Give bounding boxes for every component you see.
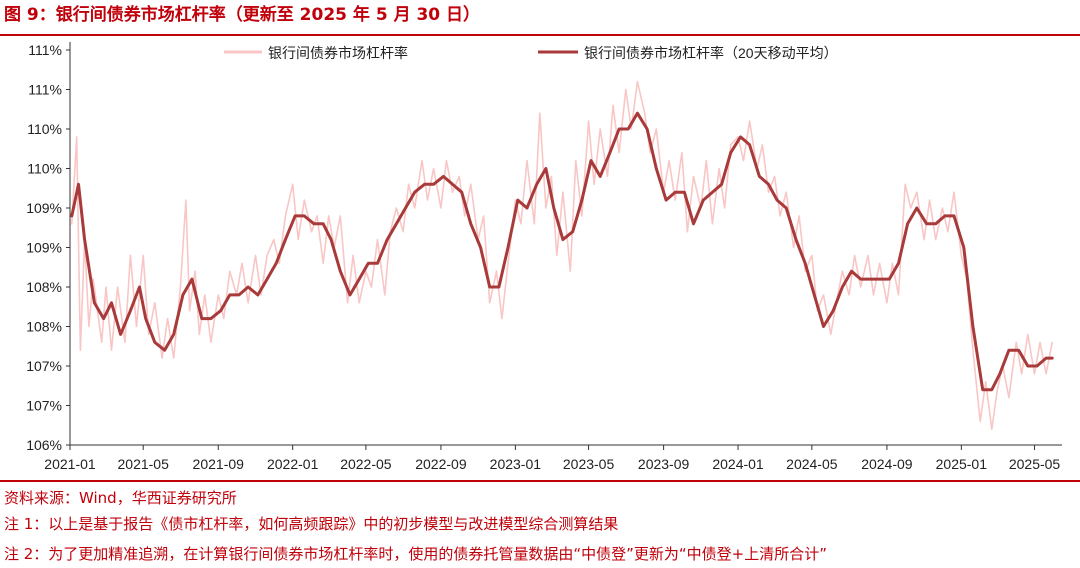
x-tick-label: 2022-05 [340, 456, 392, 472]
y-tick-label: 108% [26, 279, 62, 295]
x-tick-label: 2025-01 [936, 456, 988, 472]
note-2: 注 2：为了更加精准追溯，在计算银行间债券市场杠杆率时，使用的债券托管量数据由“… [4, 545, 827, 563]
x-tick-label: 2022-01 [267, 456, 319, 472]
series-line-ma20 [70, 111, 1054, 392]
x-tick-label: 2023-05 [563, 456, 615, 472]
x-tick-label: 2022-09 [415, 456, 467, 472]
x-tick-label: 2024-05 [786, 456, 838, 472]
y-tick-label: 109% [26, 200, 62, 216]
y-tick-label: 106% [26, 437, 62, 453]
y-tick-label: 111% [28, 82, 62, 98]
x-tick-label: 2021-05 [118, 456, 170, 472]
y-tick-label: 108% [26, 319, 62, 335]
chart-axes: 106% 107% 107% 108% 108% 109% 109% 110% 110% 111%… [26, 42, 1062, 472]
x-tick-label: 2025-05 [1009, 456, 1061, 472]
title-rule [0, 34, 1080, 36]
x-tick-label: 2024-01 [712, 456, 764, 472]
y-tick-label: 107% [26, 398, 62, 414]
y-tick-label: 111% [28, 42, 62, 58]
series-layer [70, 80, 1054, 431]
leverage-chart: 银行间债券市场杠杆率 银行间债券市场杠杆率（20天移动平均） 106%107%1… [26, 42, 1062, 472]
footer-rule [0, 480, 1080, 482]
legend-label-ma20: 银行间债券市场杠杆率（20天移动平均） [584, 45, 838, 61]
y-tick-label: 110% [27, 121, 62, 137]
x-tick-label: 2024-09 [861, 456, 913, 472]
series-line-daily [71, 80, 1053, 431]
x-tick-label: 2021-09 [193, 456, 245, 472]
note-1: 注 1：以上是基于报告《债市杠杆率，如何高频跟踪》中的初步模型与改进模型综合测算… [4, 515, 619, 533]
figure-title: 图 9：银行间债券市场杠杆率（更新至 2025 年 5 月 30 日） [4, 5, 481, 25]
y-tick-label: 107% [26, 358, 62, 374]
source-note: 资料来源：Wind，华西证券研究所 [4, 489, 237, 507]
legend-label-daily: 银行间债券市场杠杆率 [268, 45, 408, 61]
x-tick-label: 2021-01 [44, 456, 96, 472]
y-tick-label: 110% [27, 161, 62, 177]
chart-legend: 银行间债券市场杠杆率 银行间债券市场杠杆率（20天移动平均） [224, 45, 838, 61]
x-tick-label: 2023-01 [490, 456, 542, 472]
x-tick-label: 2023-09 [638, 456, 690, 472]
y-tick-label: 109% [26, 240, 62, 256]
